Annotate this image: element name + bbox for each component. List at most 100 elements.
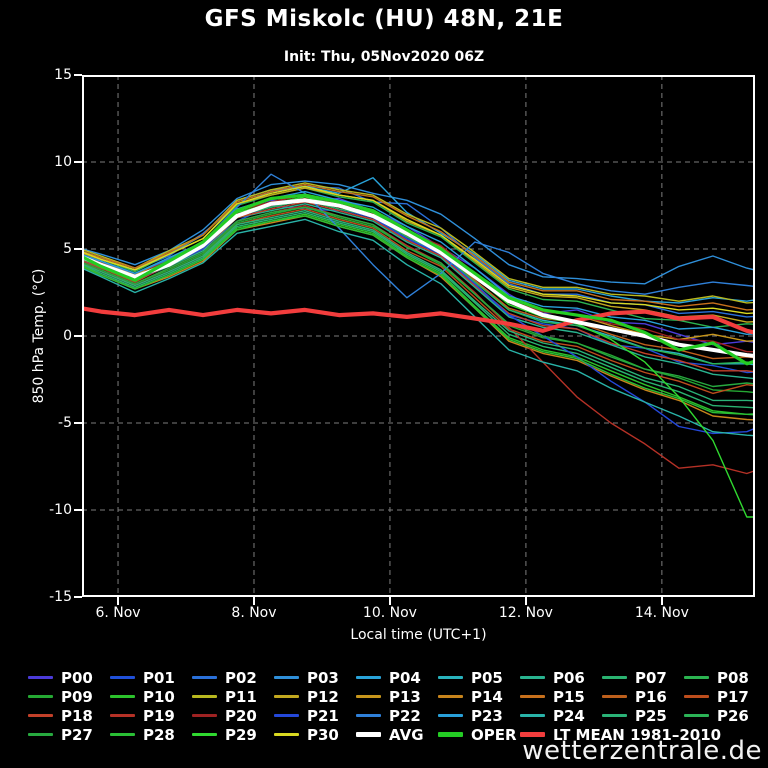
legend-swatch-P26 [684,714,709,717]
legend-swatch-P00 [28,676,53,679]
legend-item-P18: P18 [28,706,93,725]
legend-item-P21: P21 [274,706,339,725]
series-line-P14 [82,215,755,421]
legend-label-P12: P12 [307,687,339,706]
y-tick-mark-0 [74,335,82,337]
legend-swatch-LT-MEAN-1981–2010 [520,732,545,737]
legend-item-P24: P24 [520,706,585,725]
legend-swatch-P19 [110,714,135,717]
legend-label-P11: P11 [225,687,257,706]
legend-item-P15: P15 [520,687,585,706]
legend-item-P29: P29 [192,725,257,744]
legend-swatch-P23 [438,714,463,717]
legend-swatch-P05 [438,676,463,679]
legend-swatch-P27 [28,733,53,736]
legend-swatch-P02 [192,676,217,679]
legend-label-P26: P26 [717,706,749,725]
series-line-P30 [82,185,755,315]
legend-label-P02: P02 [225,668,257,687]
legend-swatch-AVG [356,732,381,737]
legend-swatch-P12 [274,695,299,698]
x-tick-label-8: 8. Nov [231,605,277,621]
series-line-P28 [82,215,755,415]
legend-label-P24: P24 [553,706,585,725]
legend-swatch-P03 [274,676,299,679]
legend-label-P30: P30 [307,725,339,744]
series-line-P09 [82,206,755,394]
legend-label-AVG: AVG [389,725,424,744]
legend-item-P28: P28 [110,725,175,744]
y-tick-mark--15 [74,596,82,598]
y-tick-mark-15 [74,74,82,76]
init-time-subtitle: Init: Thu, 05Nov2020 06Z [283,49,485,65]
legend-item-P27: P27 [28,725,93,744]
legend-item-P00: P00 [28,668,93,687]
legend-swatch-P06 [520,676,545,679]
legend-label-P13: P13 [389,687,421,706]
legend-item-P17: P17 [684,687,749,706]
legend-item-P03: P03 [274,668,339,687]
legend-swatch-P29 [192,733,217,736]
legend-swatch-P09 [28,695,53,698]
legend-swatch-P20 [192,714,217,717]
legend-swatch-P15 [520,695,545,698]
x-tick-mark-8 [252,597,255,605]
y-tick-mark--5 [74,422,82,424]
x-tick-label-10: 10. Nov [362,605,417,621]
legend-swatch-P24 [520,714,545,717]
legend-label-P17: P17 [717,687,749,706]
legend-label-P07: P07 [635,668,667,687]
legend-item-P08: P08 [684,668,749,687]
x-tick-mark-14 [660,597,663,605]
series-line-P25 [82,209,755,402]
y-tick-label--5: -5 [58,415,72,431]
legend-label-OPER: OPER [471,725,517,744]
legend-swatch-P18 [28,714,53,717]
legend-label-P08: P08 [717,668,749,687]
legend-item-P19: P19 [110,706,175,725]
plot-frame [82,75,755,597]
legend-swatch-P10 [110,695,135,698]
y-tick-mark-10 [74,161,82,163]
legend-swatch-P14 [438,695,463,698]
legend-swatch-P01 [110,676,135,679]
legend-item-P14: P14 [438,687,503,706]
legend-label-P22: P22 [389,706,421,725]
series-line-P11 [82,182,755,304]
legend-item-P10: P10 [110,687,175,706]
y-tick-label-10: 10 [54,154,72,170]
legend-swatch-P21 [274,714,299,717]
legend-item-P02: P02 [192,668,257,687]
legend-item-P30: P30 [274,725,339,744]
x-tick-label-6: 6. Nov [95,605,141,621]
legend-label-P03: P03 [307,668,339,687]
series-line-P27 [82,206,755,388]
legend-label-P23: P23 [471,706,503,725]
y-tick-label--10: -10 [49,502,72,518]
legend-label-P16: P16 [635,687,667,706]
series-line-OPER [82,193,755,366]
legend-label-P04: P04 [389,668,421,687]
legend-label-P01: P01 [143,668,175,687]
series-line-P04 [82,176,755,304]
legend-item-P05: P05 [438,668,503,687]
legend-label-P20: P20 [225,706,257,725]
legend-label-LT-MEAN-1981–2010: LT MEAN 1981–2010 [553,725,722,744]
legend-item-P20: P20 [192,706,257,725]
x-tick-label-14: 14. Nov [634,605,689,621]
legend-item-P22: P22 [356,706,421,725]
page-title: GFS Miskolc (HU) 48N, 21E [204,6,564,32]
plot-svg [82,75,755,597]
legend-label-P19: P19 [143,706,175,725]
legend-item-P01: P01 [110,668,175,687]
legend-item-AVG: AVG [356,725,424,744]
series-line-P24 [82,218,755,437]
legend: P00 P01 P02 P03 P04 P05 P06 P07 P08 P09 P10 P11 P12 P… [0,668,768,748]
legend-label-P09: P09 [61,687,93,706]
series-line-LT-MEAN-1981–2010 [82,306,755,335]
legend-label-P27: P27 [61,725,93,744]
legend-swatch-OPER [438,732,463,737]
legend-item-OPER: OPER [438,725,517,744]
x-tick-mark-12 [524,597,527,605]
legend-label-P29: P29 [225,725,257,744]
